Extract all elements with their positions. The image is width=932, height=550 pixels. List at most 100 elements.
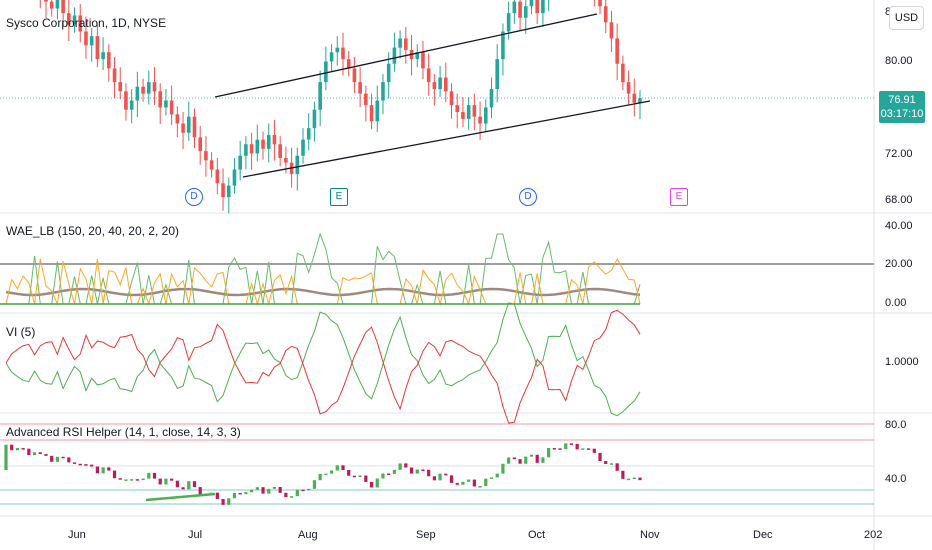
rsi-candle bbox=[381, 473, 385, 479]
rsi-candle bbox=[198, 487, 202, 495]
rsi-axis-label: 40.0 bbox=[885, 473, 907, 485]
candle-body bbox=[209, 160, 214, 170]
wae-trend-down-line bbox=[5, 257, 641, 306]
candle-body bbox=[312, 109, 317, 129]
rsi-candle bbox=[107, 467, 111, 471]
vi-indicator-title[interactable]: VI (5) bbox=[6, 325, 36, 339]
rsi-candle bbox=[404, 463, 408, 468]
candle-body bbox=[352, 68, 357, 83]
candle-body bbox=[118, 82, 123, 92]
rsi-candle bbox=[467, 479, 471, 482]
rsi-candle-series bbox=[4, 443, 642, 505]
rsi-candle bbox=[284, 492, 288, 498]
time-axis-label: Aug bbox=[298, 529, 318, 541]
rsi-candle bbox=[329, 470, 334, 474]
rsi-candle bbox=[432, 476, 436, 481]
dividend-event-icon[interactable]: D bbox=[185, 188, 203, 206]
candle-body bbox=[415, 52, 420, 60]
rsi-candle bbox=[604, 461, 608, 464]
rsi-candle bbox=[455, 482, 459, 485]
candle-body bbox=[95, 36, 100, 60]
candle-body bbox=[61, 0, 65, 14]
rsi-candle bbox=[67, 457, 71, 463]
earnings-event-icon[interactable]: E bbox=[330, 188, 348, 206]
candle-body bbox=[346, 59, 351, 69]
rsi-candle bbox=[307, 488, 311, 491]
rsi-candle bbox=[495, 473, 499, 478]
candle-body bbox=[472, 105, 477, 117]
rsi-candle bbox=[358, 475, 362, 478]
rsi-candle bbox=[524, 456, 528, 464]
symbol-title[interactable]: Sysco Corporation, 1D, NYSE bbox=[6, 16, 167, 30]
rsi-candle bbox=[387, 473, 391, 476]
rsi-candle bbox=[312, 480, 317, 489]
rsi-candle bbox=[221, 498, 225, 505]
candle-body bbox=[221, 183, 225, 198]
dividend-event-icon[interactable]: D bbox=[519, 188, 537, 206]
candle-body bbox=[261, 139, 265, 149]
last-price-tag[interactable]: 76.91 03:17:10 bbox=[879, 91, 925, 123]
rsi-candle bbox=[227, 498, 231, 505]
rsi-candle bbox=[489, 477, 494, 479]
candle-body bbox=[421, 52, 425, 69]
rsi-candle bbox=[261, 487, 265, 494]
rsi-candle bbox=[187, 481, 191, 490]
candle-body bbox=[272, 135, 277, 145]
channel-upper-trendline[interactable] bbox=[214, 13, 598, 98]
rsi-candle bbox=[369, 481, 374, 488]
rsi-candle bbox=[4, 444, 8, 470]
candle-body bbox=[78, 15, 83, 32]
rsi-candle bbox=[50, 455, 54, 462]
rsi-candle bbox=[158, 478, 162, 485]
rsi-candle bbox=[364, 475, 368, 482]
wae-axis-label: 0.00 bbox=[885, 297, 907, 309]
rsi-candle bbox=[301, 489, 305, 492]
rsi-candle bbox=[558, 448, 562, 450]
rsi-candle bbox=[586, 448, 591, 450]
candle-body bbox=[506, 13, 511, 32]
rsi-candle bbox=[78, 463, 82, 466]
rsi-candle bbox=[289, 496, 294, 498]
candle-body bbox=[621, 63, 625, 83]
candle-body bbox=[523, 6, 528, 18]
rsi-candle bbox=[192, 481, 197, 488]
candle-body bbox=[598, 0, 602, 7]
candle-body bbox=[84, 31, 88, 46]
currency-button[interactable]: USD bbox=[889, 6, 924, 30]
rsi-candle bbox=[90, 464, 94, 467]
rsi-candle bbox=[609, 463, 614, 465]
candle-body bbox=[169, 100, 174, 115]
candle-body bbox=[278, 144, 282, 159]
upcoming-earnings-event-icon[interactable]: E bbox=[670, 188, 688, 206]
wae-indicator-title[interactable]: WAE_LB (150, 20, 40, 20, 2, 20) bbox=[6, 224, 179, 238]
rsi-candle bbox=[15, 448, 20, 451]
rsi-candle bbox=[152, 472, 157, 479]
candle-body bbox=[461, 112, 465, 119]
rsi-candle bbox=[484, 478, 488, 487]
rsi-candle bbox=[135, 479, 139, 481]
rsi-candle bbox=[512, 457, 516, 460]
price-axis-label: 72.00 bbox=[885, 148, 913, 160]
rsi-candle bbox=[569, 443, 574, 445]
rsi-candle bbox=[341, 465, 345, 470]
rsi-candle bbox=[415, 469, 419, 474]
candle-body bbox=[398, 38, 402, 48]
rsi-candle bbox=[444, 473, 448, 476]
candle-body bbox=[364, 93, 368, 106]
rsi-candle bbox=[581, 448, 585, 450]
rsi-candle bbox=[347, 469, 351, 476]
candle-body bbox=[335, 47, 340, 53]
candle-body bbox=[67, 13, 71, 25]
time-axis-label: Jul bbox=[188, 529, 203, 541]
rsi-candle bbox=[295, 489, 299, 497]
candle-body bbox=[146, 82, 151, 94]
candle-body bbox=[152, 82, 157, 92]
vi-axis-label: 1.0000 bbox=[885, 356, 919, 368]
rsi-candle bbox=[501, 463, 505, 474]
rsi-candle bbox=[375, 478, 379, 488]
rsi-candle bbox=[518, 459, 522, 464]
rsi-candle bbox=[352, 475, 357, 478]
channel-lower-trendline[interactable] bbox=[242, 100, 651, 178]
rsi-indicator-title[interactable]: Advanced RSI Helper (14, 1, close, 14, 3… bbox=[6, 425, 241, 439]
